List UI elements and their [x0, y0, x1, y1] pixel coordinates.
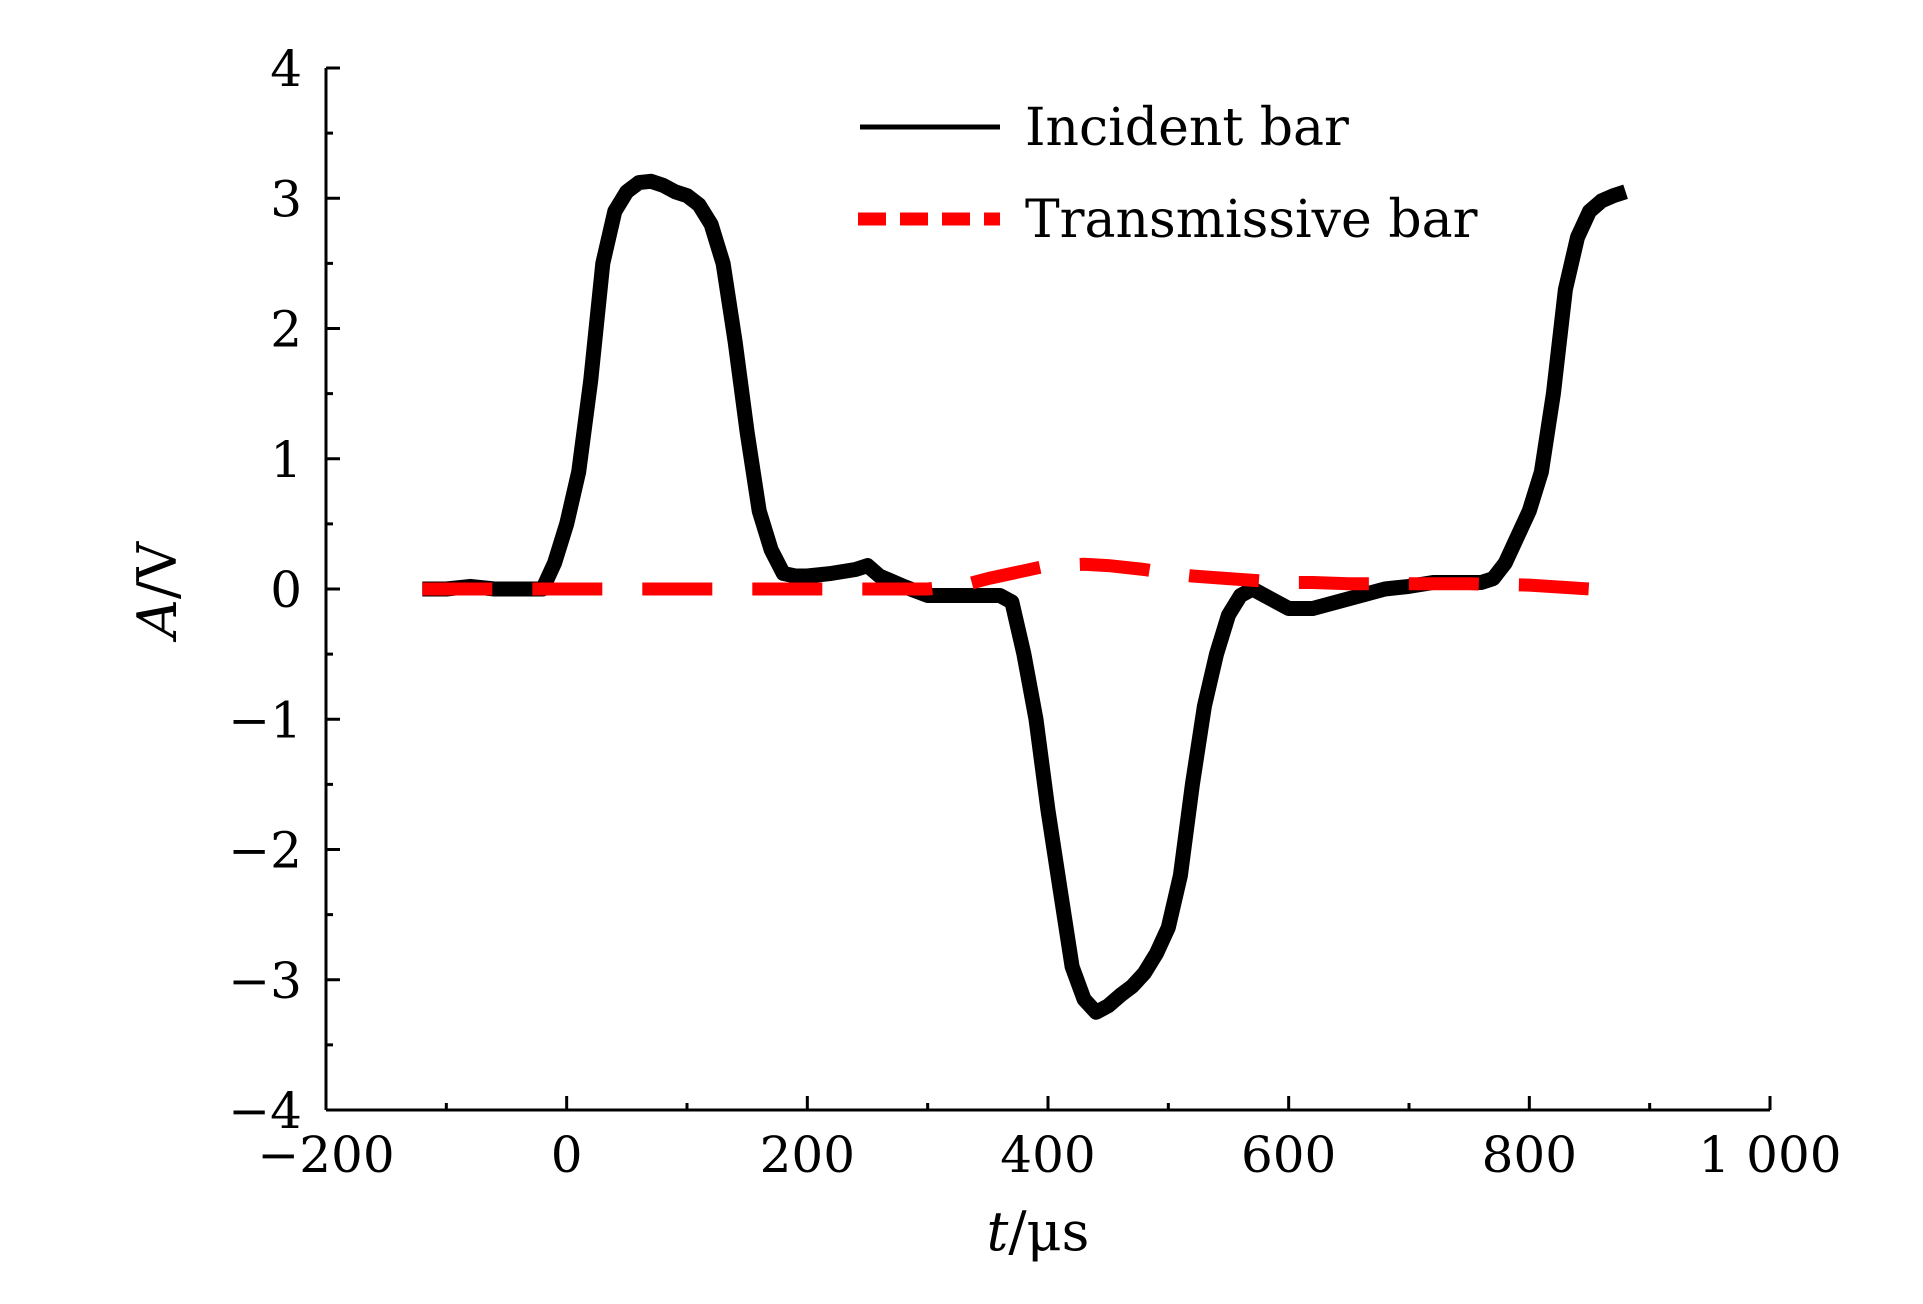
- series-layer: [422, 181, 1626, 1012]
- y-tick-label: 1: [270, 431, 302, 489]
- series-line-transmissive: [422, 564, 1589, 589]
- x-axis-unit: /μs: [1008, 1200, 1089, 1263]
- x-axis-title: t/μs: [987, 1200, 1090, 1263]
- x-axis-var: t: [987, 1200, 1009, 1263]
- x-tick-label: 600: [1241, 1126, 1336, 1184]
- y-tick-label: −4: [228, 1082, 302, 1140]
- y-axis-unit: /V: [126, 541, 189, 599]
- x-tick-label: 0: [551, 1126, 583, 1184]
- y-tick-label: 3: [270, 170, 302, 228]
- y-tick-label: 0: [270, 561, 302, 619]
- x-tick-label: 200: [760, 1126, 855, 1184]
- y-axis-title: A/V: [126, 541, 189, 643]
- x-tick-label: 400: [1000, 1126, 1095, 1184]
- legend-label-incident: Incident bar: [1025, 98, 1349, 158]
- legend-label-transmissive: Transmissive bar: [1025, 190, 1478, 250]
- x-tick-label: 1 000: [1698, 1126, 1841, 1184]
- x-tick-label: 800: [1482, 1126, 1577, 1184]
- series-line-incident: [422, 181, 1625, 1012]
- y-tick-label: −3: [228, 952, 302, 1010]
- y-tick-label: 4: [270, 40, 302, 98]
- legend: Incident bar Transmissive bar: [858, 98, 1478, 250]
- y-tick-label: −1: [228, 691, 302, 749]
- y-tick-label: −2: [228, 822, 302, 880]
- y-tick-label: 2: [270, 301, 302, 359]
- y-axis-var: A: [126, 599, 189, 643]
